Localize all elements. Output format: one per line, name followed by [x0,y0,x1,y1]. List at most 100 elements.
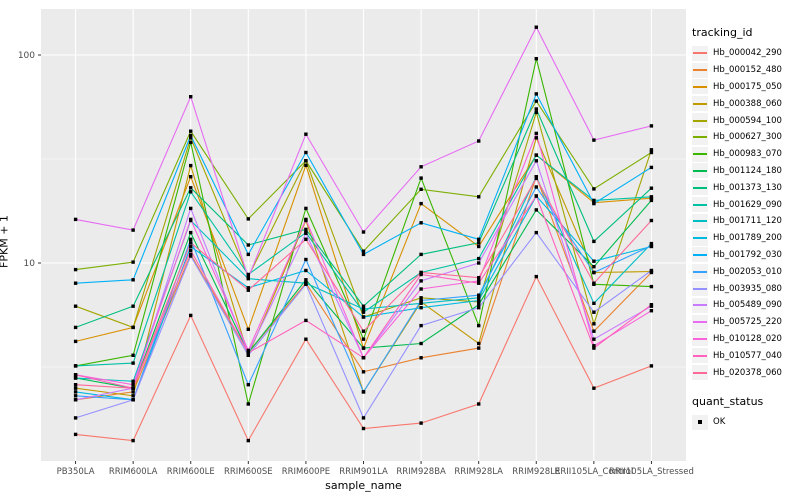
data-point [246,348,250,353]
legend-item: Hb_003935_080 [692,280,800,297]
data-point [592,310,596,314]
data-point [131,398,135,402]
x-tick-label: RRII105LA_Stressed [609,467,694,477]
legend-label: Hb_001789_200 [713,233,782,244]
legend-key [692,79,708,95]
data-point [189,133,193,138]
data-point [246,286,250,290]
data-point [131,394,135,398]
data-point [534,230,538,235]
data-point [477,281,481,285]
data-point [477,306,481,310]
data-point [304,237,308,241]
legend-key [692,314,708,330]
data-point [304,150,308,155]
data-point [649,218,654,223]
data-point [73,339,78,344]
legend-items: Hb_000042_290 Hb_000152_480 Hb_000175_050 H… [692,45,800,381]
legend-item: Hb_001373_130 [692,179,800,196]
legend-item: Hb_000983_070 [692,146,800,163]
legend-label: Hb_010128_020 [713,333,782,344]
legend-line-swatch [693,270,707,273]
data-point [304,206,308,211]
data-point [534,185,538,189]
data-point [592,187,596,191]
data-point [131,361,135,365]
x-tick-label: RRIM600SE [224,467,273,477]
legend-line-swatch [693,153,707,156]
legend-line-swatch [693,371,707,374]
data-point [304,318,308,323]
data-point [131,383,135,387]
data-point [189,230,193,235]
data-point [649,186,654,190]
data-point [361,249,366,253]
data-point [534,153,538,157]
data-point [649,244,654,248]
data-point [189,163,193,168]
data-point [131,379,135,383]
data-point [477,296,481,300]
x-tick-label: RRIM928LE [512,467,560,477]
data-point [73,281,78,285]
data-point [419,287,423,291]
legend-item: Hb_000175_050 [692,79,800,96]
data-point [592,344,596,348]
legend-item: Hb_000042_290 [692,45,800,62]
data-point [419,176,423,180]
data-point [419,341,423,346]
data-point [361,230,366,234]
data-point [592,138,596,142]
data-point [131,228,135,232]
legend-line-swatch [693,253,707,256]
legend-label: Hb_003935_080 [713,283,782,294]
legend-line-swatch [693,186,707,189]
data-point [304,231,308,235]
data-point [361,416,366,420]
data-point [592,201,596,206]
data-point [189,237,193,241]
shape-legend-item: OK [692,414,800,431]
shape-legend-label: OK [713,417,726,428]
legend-item: Hb_020378_060 [692,364,800,381]
data-point [189,95,193,99]
data-point [189,206,193,211]
data-point [246,383,250,387]
data-point [477,346,481,350]
data-point [361,329,366,333]
data-point [304,268,308,273]
data-point [419,221,423,225]
legend-item: Hb_000627_300 [692,129,800,146]
data-point [246,351,250,355]
legend-line-swatch [693,69,707,72]
data-point [73,376,78,380]
data-point [649,268,654,273]
data-point [649,241,654,246]
legend-key [692,297,708,313]
legend-label: Hb_000983_070 [713,149,782,160]
data-point [361,307,366,311]
legend-line-swatch [693,304,707,307]
data-point [73,267,78,272]
data-point [534,57,538,61]
legend-item: Hb_000594_100 [692,112,800,129]
data-point [361,346,366,350]
y-axis-title: FPKM + 1 [0,215,11,268]
data-point [304,159,308,163]
data-point [73,364,78,368]
data-point [477,341,481,346]
x-tick-label: RRIM600LE [167,467,215,477]
legend-line-swatch [693,169,707,172]
legend-label: Hb_000594_100 [713,115,782,126]
legend-label: Hb_001629_090 [713,199,782,210]
legend-key [692,180,708,196]
data-point [73,398,78,402]
legend-label: Hb_020378_060 [713,367,782,378]
legend-label: Hb_000152_480 [713,65,782,76]
data-point [189,217,193,222]
legend-key [692,197,708,213]
data-point [246,276,250,280]
data-point [73,325,78,330]
data-point [419,421,423,425]
